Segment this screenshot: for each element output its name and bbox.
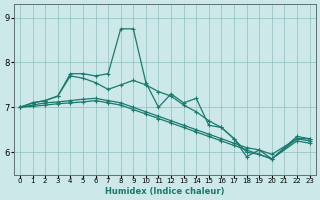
- X-axis label: Humidex (Indice chaleur): Humidex (Indice chaleur): [105, 187, 225, 196]
